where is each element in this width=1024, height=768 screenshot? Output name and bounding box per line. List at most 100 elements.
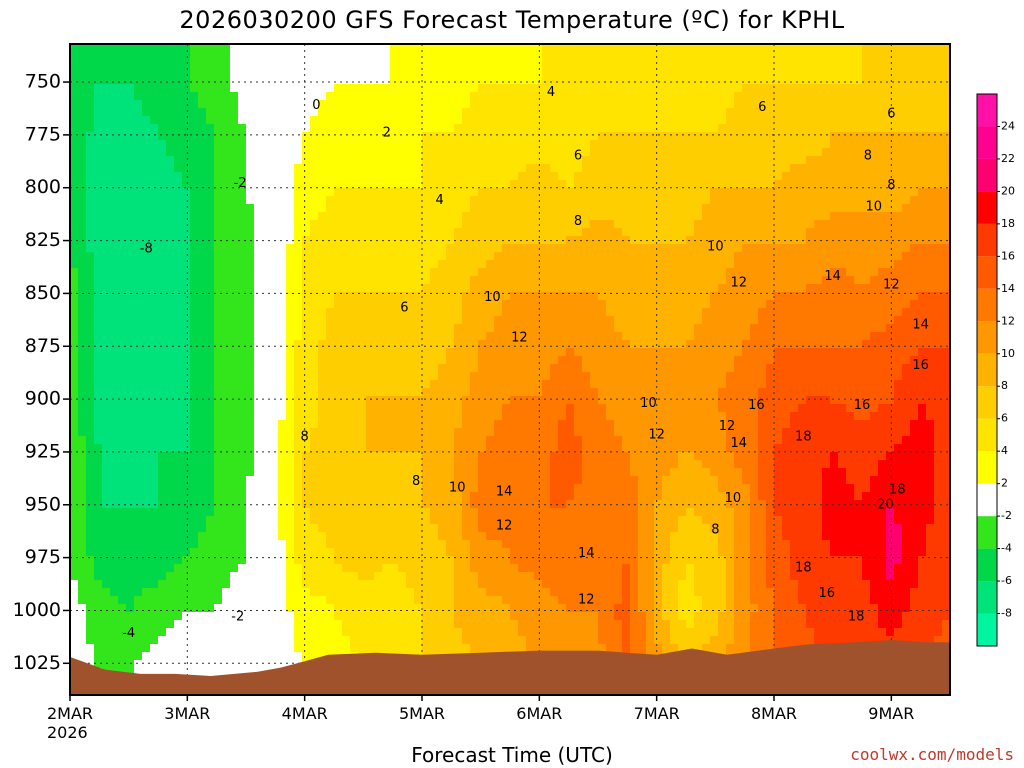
field-cell [270, 540, 278, 548]
field-cell [446, 620, 454, 628]
field-cell [422, 212, 430, 220]
field-cell [374, 276, 382, 284]
field-cell [206, 412, 214, 420]
field-cell [542, 548, 550, 556]
field-cell [70, 564, 78, 572]
field-cell [350, 372, 358, 380]
field-cell [102, 236, 110, 244]
field-cell [318, 52, 326, 60]
field-cell [462, 164, 470, 172]
field-cell [94, 92, 102, 100]
field-cell [526, 500, 534, 508]
field-cell [430, 372, 438, 380]
field-cell [126, 388, 134, 396]
field-cell [230, 388, 238, 396]
field-cell [142, 500, 150, 508]
field-cell [206, 316, 214, 324]
field-cell [286, 460, 294, 468]
field-cell [454, 68, 462, 76]
field-cell [446, 60, 454, 68]
field-cell [134, 436, 142, 444]
field-cell [110, 260, 118, 268]
field-cell [406, 604, 414, 612]
field-cell [462, 140, 470, 148]
field-cell [446, 572, 454, 580]
field-cell [126, 324, 134, 332]
field-cell [214, 660, 222, 668]
field-cell [166, 156, 174, 164]
field-cell [166, 268, 174, 276]
field-cell [318, 548, 326, 556]
field-cell [542, 412, 550, 420]
field-cell [86, 532, 94, 540]
field-cell [414, 484, 422, 492]
field-cell [358, 548, 366, 556]
field-cell [510, 228, 518, 236]
field-cell [254, 604, 262, 612]
field-cell [238, 76, 246, 84]
field-cell [174, 500, 182, 508]
field-cell [110, 316, 118, 324]
field-cell [470, 284, 478, 292]
field-cell [142, 268, 150, 276]
field-cell [254, 52, 262, 60]
field-cell [510, 532, 518, 540]
field-cell [350, 340, 358, 348]
field-cell [374, 260, 382, 268]
field-cell [358, 476, 366, 484]
field-cell [326, 324, 334, 332]
field-cell [126, 636, 134, 644]
field-cell [102, 180, 110, 188]
field-cell [150, 404, 158, 412]
field-cell [230, 356, 238, 364]
field-cell [446, 492, 454, 500]
field-cell [182, 372, 190, 380]
field-cell [270, 532, 278, 540]
field-cell [366, 236, 374, 244]
field-cell [158, 452, 166, 460]
field-cell [86, 188, 94, 196]
field-cell [78, 572, 86, 580]
field-cell [438, 564, 446, 572]
field-cell [470, 372, 478, 380]
field-cell [494, 68, 502, 76]
field-cell [310, 116, 318, 124]
field-cell [102, 52, 110, 60]
field-cell [134, 404, 142, 412]
field-cell [342, 404, 350, 412]
field-cell [70, 580, 78, 588]
field-cell [318, 156, 326, 164]
field-cell [270, 284, 278, 292]
field-cell [302, 540, 310, 548]
field-cell [286, 348, 294, 356]
field-cell [150, 596, 158, 604]
field-cell [270, 348, 278, 356]
field-cell [214, 372, 222, 380]
field-cell [510, 580, 518, 588]
field-cell [438, 236, 446, 244]
field-cell [454, 524, 462, 532]
field-cell [526, 532, 534, 540]
field-cell [294, 212, 302, 220]
field-cell [462, 580, 470, 588]
field-cell [182, 356, 190, 364]
field-cell [502, 436, 510, 444]
field-cell [462, 180, 470, 188]
field-cell [206, 300, 214, 308]
field-cell [182, 276, 190, 284]
field-cell [158, 644, 166, 652]
field-cell [470, 252, 478, 260]
field-cell [534, 628, 542, 636]
field-cell [478, 316, 486, 324]
field-cell [534, 92, 542, 100]
field-cell [230, 404, 238, 412]
field-cell [134, 308, 142, 316]
field-cell [454, 164, 462, 172]
field-cell [230, 92, 238, 100]
field-cell [134, 156, 142, 164]
field-cell [262, 100, 270, 108]
field-cell [318, 148, 326, 156]
field-cell [230, 148, 238, 156]
field-cell [550, 356, 558, 364]
field-cell [398, 548, 406, 556]
